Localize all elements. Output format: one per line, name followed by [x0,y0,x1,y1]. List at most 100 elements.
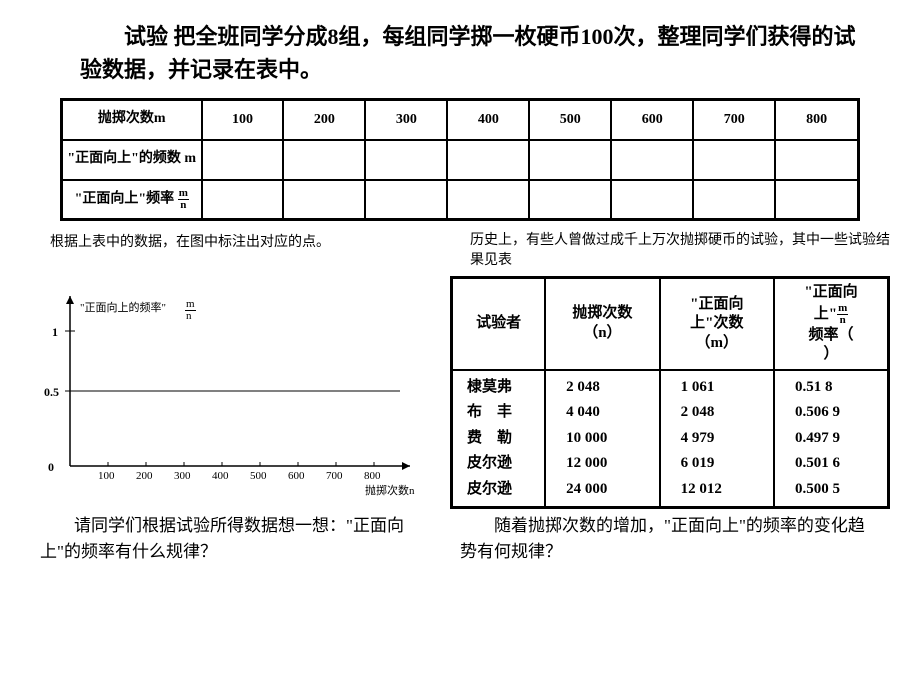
cell-text: 24 000 [566,477,652,503]
fraction-icon: mn [185,299,196,319]
cell-text: 布 丰 [467,400,538,426]
cell-text: 6 019 [681,451,767,477]
hdr-line: ） [824,346,839,362]
empty-cell [283,180,365,220]
cell-text: 12 012 [681,477,767,503]
hdr-line: "正面向 [690,296,743,312]
experiment-table: 抛掷次数m 100 200 300 400 500 600 700 800 "正… [60,98,860,221]
y-tick-label: 0 [48,460,54,474]
empty-cell [611,180,693,220]
col-header: 200 [283,100,365,140]
hdr-line: （m） [696,335,739,351]
col-header: 300 [365,100,447,140]
hdr-line: 抛掷次数 [572,305,632,321]
table-row: 试验者 抛掷次数 （n） "正面向 上"次数 （m） "正面向 上"mn 频率（… [452,278,889,370]
question-right: 随着抛掷次数的增加，"正面向上"的频率的变化趋势有何规律？ [450,513,890,564]
hdr-line: "正面向 [804,284,857,300]
empty-cell [202,180,284,220]
hdr-line: 频率（ [809,327,854,343]
header-tosses: 抛掷次数 （n） [545,278,659,370]
history-table: 试验者 抛掷次数 （n） "正面向 上"次数 （m） "正面向 上"mn 频率（… [450,276,890,509]
names-cell: 棣莫弗 布 丰 费 勒 皮尔逊 皮尔逊 [452,370,546,508]
row3-label: "正面向上"频率 mn [62,180,202,220]
x-tick-label: 100 [98,470,115,482]
table-row: "正面向上"的频数 m [62,140,859,180]
empty-cell [775,180,858,220]
empty-cell [611,140,693,180]
questions-row: 请同学们根据试验所得数据想一想："正面向上"的频率有什么规律？ 随着抛掷次数的增… [30,513,890,564]
empty-cell [529,180,611,220]
f-cell: 0.51 8 0.506 9 0.497 9 0.501 6 0.500 5 [774,370,888,508]
x-axis-label: 抛掷次数n [365,483,415,497]
note-right: 历史上，有些人曾做过成千上万次抛掷硬币的试验，其中一些试验结果见表 [450,231,890,270]
arrow-up-icon [66,296,74,304]
header-label: 抛掷次数m [62,100,202,140]
lower-section: 0 0.5 1 100 200 300 400 500 600 700 800 … [30,276,890,509]
cell-text: 费 勒 [467,426,538,452]
cell-text: 0.51 8 [795,375,881,401]
empty-cell [365,140,447,180]
empty-cell [283,140,365,180]
n-cell: 2 048 4 040 10 000 12 000 24 000 [545,370,659,508]
x-tick-label: 500 [250,470,267,482]
cell-text: 棣莫弗 [467,375,538,401]
table-row: 棣莫弗 布 丰 费 勒 皮尔逊 皮尔逊 2 048 4 040 10 000 1… [452,370,889,508]
cell-text: 10 000 [566,426,652,452]
table-row: "正面向上"频率 mn [62,180,859,220]
empty-cell [693,180,775,220]
empty-cell [447,180,529,220]
x-tick-label: 400 [212,470,229,482]
row2-label: "正面向上"的频数 m [62,140,202,180]
y-tick-label: 0.5 [44,385,59,399]
col-header: 500 [529,100,611,140]
intro-text: 试验 把全班同学分成8组，每组同学掷一枚硬币100次，整理同学们获得的试验数据，… [30,20,890,86]
x-tick-label: 300 [174,470,191,482]
note-left: 根据上表中的数据，在图中标注出对应的点。 [30,231,450,270]
notes-row: 根据上表中的数据，在图中标注出对应的点。 历史上，有些人曾做过成千上万次抛掷硬币… [30,231,890,270]
col-header: 100 [202,100,284,140]
chart-column: 0 0.5 1 100 200 300 400 500 600 700 800 … [30,276,440,509]
table-row: 抛掷次数m 100 200 300 400 500 600 700 800 [62,100,859,140]
cell-text: 0.497 9 [795,426,881,452]
cell-text: 2 048 [681,400,767,426]
empty-cell [447,140,529,180]
hdr-line: 上"次数 [690,315,743,331]
cell-text: 皮尔逊 [467,477,538,503]
frequency-chart: 0 0.5 1 100 200 300 400 500 600 700 800 … [30,276,430,506]
row3-prefix: "正面向上"频率 [75,191,175,206]
col-header: 700 [693,100,775,140]
cell-text: 2 048 [566,375,652,401]
x-tick-label: 600 [288,470,305,482]
cell-text: 0.506 9 [795,400,881,426]
fraction-icon: mn [178,188,189,211]
header-freq: "正面向 上"mn 频率（ ） [774,278,888,370]
header-heads: "正面向 上"次数 （m） [660,278,774,370]
cell-text: 0.500 5 [795,477,881,503]
fraction-icon: mn [837,303,848,326]
y-tick-label: 1 [52,325,58,339]
x-ticks: 100 200 300 400 500 600 700 800 [98,462,381,482]
header-experimenter: 试验者 [452,278,546,370]
empty-cell [365,180,447,220]
cell-text: 0.501 6 [795,451,881,477]
x-tick-label: 700 [326,470,343,482]
col-header: 400 [447,100,529,140]
col-header: 800 [775,100,858,140]
x-tick-label: 200 [136,470,153,482]
empty-cell [529,140,611,180]
cell-text: 1 061 [681,375,767,401]
y-axis-label: "正面向上的频率" [80,300,166,314]
x-tick-label: 800 [364,470,381,482]
cell-text: 皮尔逊 [467,451,538,477]
cell-text: 4 040 [566,400,652,426]
hdr-line: （n） [583,325,621,341]
empty-cell [693,140,775,180]
cell-text: 12 000 [566,451,652,477]
empty-cell [202,140,284,180]
col-header: 600 [611,100,693,140]
hdr-line: 上" [814,306,837,322]
m-cell: 1 061 2 048 4 979 6 019 12 012 [660,370,774,508]
empty-cell [775,140,858,180]
cell-text: 4 979 [681,426,767,452]
question-left: 请同学们根据试验所得数据想一想："正面向上"的频率有什么规律？ [30,513,450,564]
